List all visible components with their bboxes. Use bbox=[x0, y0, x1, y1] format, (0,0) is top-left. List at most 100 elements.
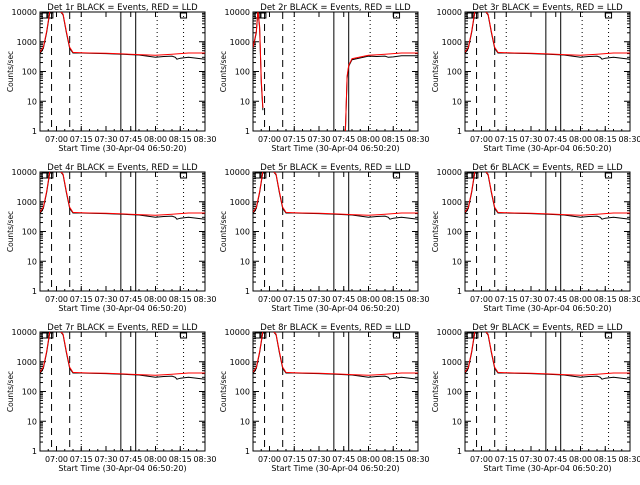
x-tick-label: 07:00 bbox=[258, 295, 281, 304]
y-axis-label: Counts/sec bbox=[431, 211, 440, 252]
x-tick-label: 08:15 bbox=[169, 135, 192, 144]
x-axis-label: Start Time (30-Apr-04 06:50:20) bbox=[58, 144, 186, 153]
x-axis-label: Start Time (30-Apr-04 06:50:20) bbox=[271, 304, 399, 313]
y-tick-label: 1 bbox=[457, 127, 462, 136]
x-axis-label: Start Time (30-Apr-04 06:50:20) bbox=[271, 144, 399, 153]
x-tick-label: 07:30 bbox=[519, 295, 542, 304]
series-group bbox=[40, 12, 205, 60]
y-tick-label: 10000 bbox=[225, 8, 250, 17]
x-tick-label: 08:30 bbox=[618, 455, 640, 464]
x-tick-label: 08:15 bbox=[169, 295, 192, 304]
y-tick-label: 1 bbox=[457, 287, 462, 296]
y-tick-label: 10000 bbox=[437, 8, 462, 17]
panel-det-6: 1 10 100 1000 10000 07:00 07:15 07:30 07:45 08:00… bbox=[431, 163, 640, 313]
plot-frame bbox=[464, 171, 631, 292]
y-axis-label: Counts/sec bbox=[6, 371, 15, 412]
x-tick-label: 07:15 bbox=[283, 295, 306, 304]
x-tick-label: 07:45 bbox=[119, 455, 142, 464]
series-lld-line bbox=[40, 172, 205, 216]
panel-title: Det 7r BLACK = Events, RED = LLD bbox=[47, 323, 198, 333]
x-tick-label: 08:00 bbox=[144, 295, 167, 304]
y-axis-label: Counts/sec bbox=[219, 51, 228, 92]
series-lld-line bbox=[465, 12, 630, 56]
marker-square bbox=[41, 12, 49, 19]
marker-square bbox=[466, 12, 474, 19]
x-tick-label: 07:15 bbox=[70, 135, 93, 144]
marker-square bbox=[466, 172, 474, 179]
x-tick-label: 07:00 bbox=[470, 135, 493, 144]
x-tick-label: 08:30 bbox=[193, 135, 216, 144]
panel-title: Det 5r BLACK = Events, RED = LLD bbox=[260, 163, 411, 173]
y-tick-label: 10000 bbox=[225, 328, 250, 337]
series-group bbox=[253, 172, 418, 220]
x-tick-label: 07:45 bbox=[332, 455, 355, 464]
x-tick-label: 07:45 bbox=[119, 135, 142, 144]
series-group bbox=[465, 172, 630, 220]
panel-title: Det 2r BLACK = Events, RED = LLD bbox=[260, 3, 411, 13]
panel-det-8: 1 10 100 1000 10000 07:00 07:15 07:30 07:45 08:00… bbox=[219, 323, 430, 473]
plot-frame bbox=[464, 331, 631, 452]
marker-square bbox=[41, 172, 49, 179]
plot-frame bbox=[39, 171, 206, 292]
x-tick-label: 08:30 bbox=[406, 455, 429, 464]
y-tick-label: 10000 bbox=[225, 168, 250, 177]
x-tick-label: 07:30 bbox=[94, 295, 117, 304]
plot-frame bbox=[39, 11, 206, 132]
y-tick-label: 10 bbox=[27, 417, 37, 426]
y-axis-label: Counts/sec bbox=[431, 51, 440, 92]
panel-det-3: 1 10 100 1000 10000 07:00 07:15 07:30 07:45 08:00… bbox=[431, 3, 640, 153]
x-tick-label: 08:15 bbox=[594, 455, 617, 464]
y-tick-label: 10 bbox=[240, 97, 250, 106]
x-tick-label: 08:30 bbox=[406, 135, 429, 144]
x-tick-label: 08:30 bbox=[193, 295, 216, 304]
panel-det-4: 1 10 100 1000 10000 07:00 07:15 07:30 07:45 08:00… bbox=[6, 163, 217, 313]
marker-square bbox=[466, 332, 474, 339]
y-tick-label: 1000 bbox=[230, 198, 250, 207]
x-tick-label: 07:45 bbox=[544, 295, 567, 304]
y-tick-label: 10000 bbox=[12, 168, 37, 177]
y-tick-label: 100 bbox=[235, 388, 250, 397]
panel-det-2: 1 10 100 1000 10000 07:00 07:15 07:30 07:45 08:00… bbox=[219, 3, 430, 153]
x-tick-label: 07:00 bbox=[258, 455, 281, 464]
y-tick-label: 10 bbox=[452, 417, 462, 426]
y-tick-label: 10000 bbox=[437, 168, 462, 177]
x-tick-label: 07:30 bbox=[94, 135, 117, 144]
x-tick-label: 08:00 bbox=[144, 135, 167, 144]
x-tick-label: 07:15 bbox=[283, 455, 306, 464]
x-tick-label: 08:15 bbox=[382, 135, 405, 144]
y-tick-label: 10000 bbox=[437, 328, 462, 337]
x-tick-label: 08:30 bbox=[618, 135, 640, 144]
series-lld-line bbox=[465, 332, 630, 376]
x-tick-label: 07:30 bbox=[519, 135, 542, 144]
y-axis-label: Counts/sec bbox=[6, 51, 15, 92]
panel-title: Det 8r BLACK = Events, RED = LLD bbox=[260, 323, 411, 333]
y-tick-label: 10 bbox=[27, 257, 37, 266]
x-tick-label: 08:30 bbox=[618, 295, 640, 304]
y-tick-label: 1000 bbox=[230, 358, 250, 367]
x-tick-label: 07:30 bbox=[94, 455, 117, 464]
series-lld-line bbox=[40, 12, 205, 56]
x-tick-label: 08:00 bbox=[357, 295, 380, 304]
x-tick-label: 07:00 bbox=[470, 295, 493, 304]
series-events-line bbox=[344, 55, 418, 131]
y-tick-label: 1000 bbox=[230, 38, 250, 47]
marker-square bbox=[605, 172, 613, 179]
x-tick-label: 07:30 bbox=[519, 455, 542, 464]
plot-frame bbox=[39, 331, 206, 452]
plot-frame bbox=[252, 11, 419, 132]
x-tick-label: 07:15 bbox=[70, 295, 93, 304]
y-tick-label: 1 bbox=[32, 447, 37, 456]
x-tick-label: 07:45 bbox=[332, 295, 355, 304]
y-tick-label: 10 bbox=[452, 257, 462, 266]
series-lld-line bbox=[465, 172, 630, 216]
x-tick-label: 07:15 bbox=[70, 455, 93, 464]
marker-square bbox=[259, 12, 267, 19]
x-tick-label: 07:45 bbox=[544, 135, 567, 144]
x-axis-label: Start Time (30-Apr-04 06:50:20) bbox=[483, 304, 611, 313]
y-tick-label: 1000 bbox=[17, 198, 37, 207]
y-tick-label: 100 bbox=[447, 228, 462, 237]
marker-square bbox=[393, 332, 401, 339]
x-tick-label: 07:45 bbox=[544, 455, 567, 464]
plot-frame bbox=[464, 11, 631, 132]
